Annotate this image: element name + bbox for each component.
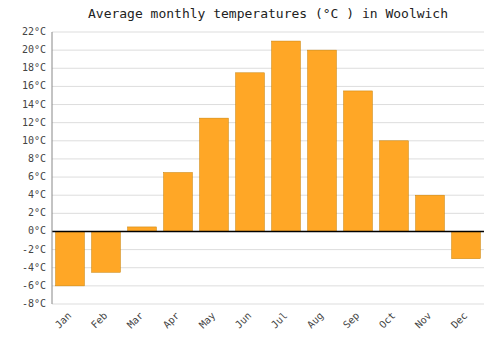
bar (416, 195, 445, 231)
y-tick-label: -8°C (22, 298, 46, 309)
x-tick-label: Sep (341, 310, 362, 331)
bars (56, 41, 481, 286)
grid-line (52, 231, 484, 232)
y-tick-label: 10°C (22, 135, 46, 146)
x-tick-label: Feb (89, 310, 110, 331)
grid-line (52, 285, 484, 286)
y-tick-label: 18°C (22, 62, 46, 73)
grid-line (52, 158, 484, 159)
x-tick-label: Dec (449, 310, 470, 331)
bar (92, 231, 121, 272)
y-tick-label: 6°C (28, 171, 46, 182)
y-tick-label: 4°C (28, 189, 46, 200)
grid (52, 32, 484, 304)
x-tick-label: Oct (377, 310, 398, 331)
grid-line (52, 86, 484, 87)
chart: Average monthly temperatures (°C ) in Wo… (0, 0, 500, 350)
x-tick-label: Jul (269, 310, 290, 331)
x-axis: Jan Feb Mar Apr May Jun Jul Aug Sep Oct Nov Dec (53, 310, 470, 331)
y-tick-label: 16°C (22, 80, 46, 91)
grid-line (52, 104, 484, 105)
grid-line (52, 304, 484, 305)
title: Average monthly temperatures (°C ) in Wo… (88, 6, 448, 21)
bar (200, 118, 229, 231)
grid-line (52, 122, 484, 123)
bar (164, 173, 193, 232)
y-tick-label: 2°C (28, 207, 46, 218)
bar (56, 231, 85, 285)
y-axis: -8°C -6°C -4°C -2°C 0°C 2°C 4°C 6°C 8°C 10°C 12°C 1… (22, 26, 46, 309)
bar (272, 41, 301, 231)
grid-line (52, 32, 484, 33)
y-axis-line (52, 32, 53, 304)
y-tick-label: 8°C (28, 153, 46, 164)
y-tick-label: 20°C (22, 44, 46, 55)
bar (380, 141, 409, 232)
x-tick-label: Apr (161, 310, 182, 331)
x-tick-label: Jan (53, 310, 74, 331)
x-tick-label: Nov (413, 310, 434, 331)
grid-line (52, 50, 484, 51)
y-tick-label: 22°C (22, 26, 46, 37)
bar (344, 91, 373, 232)
bar (308, 50, 337, 231)
grid-line (52, 140, 484, 141)
y-tick-label: 0°C (28, 225, 46, 236)
x-tick-label: Jun (233, 310, 254, 331)
zero-line (52, 231, 484, 233)
y-tick-label: 14°C (22, 99, 46, 110)
y-tick-label: -2°C (22, 244, 46, 255)
bar (236, 73, 265, 232)
y-tick-label: 12°C (22, 117, 46, 128)
y-tick-label: -4°C (22, 262, 46, 273)
bar (452, 231, 481, 258)
y-tick-label: -6°C (22, 280, 46, 291)
x-tick-label: Aug (305, 310, 326, 331)
x-tick-label: Mar (125, 310, 146, 331)
x-tick-label: May (197, 310, 218, 331)
grid-line (52, 68, 484, 69)
grid-line (52, 177, 484, 178)
